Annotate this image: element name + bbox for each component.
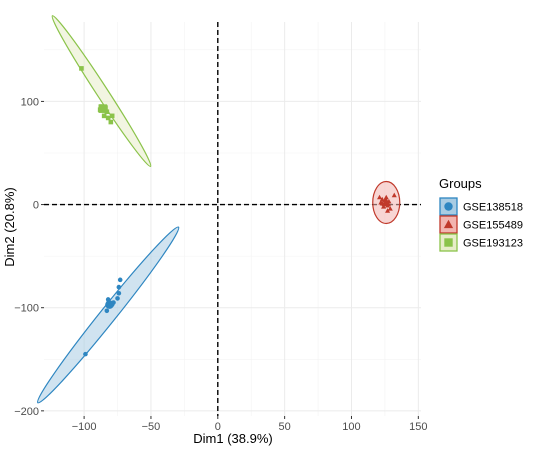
- plot-panel: −100 −50 0 50 100 150 −200 −100 0 100: [14, 15, 428, 433]
- x-tick-label: 0: [215, 421, 221, 433]
- legend-symbol-GSE155489: [443, 219, 454, 229]
- data-point-GSE138518: [83, 351, 88, 357]
- x-tick-label: 150: [409, 421, 427, 433]
- legend-item-GSE138518: GSE138518: [439, 197, 523, 216]
- data-point-GSE193123: [109, 113, 115, 119]
- data-point-GSE138518: [115, 296, 120, 301]
- legend-label-GSE155489: GSE155489: [463, 220, 523, 232]
- legend-label-GSE138518: GSE138518: [463, 202, 523, 214]
- legend-items: GSE138518 GSE155489 GSE193123: [439, 197, 523, 252]
- y-axis-title: Dim2 (20.8%): [2, 187, 17, 266]
- legend-label-GSE193123: GSE193123: [463, 238, 523, 250]
- y-tick-label: 0: [33, 200, 39, 212]
- centroid-GSE155489: [381, 197, 391, 207]
- data-point-GSE155489: [381, 204, 387, 209]
- confidence-ellipse-GSE138518: [36, 226, 180, 404]
- legend-title: Groups: [439, 176, 482, 191]
- data-point-GSE193123: [108, 119, 114, 125]
- y-tick-label: 100: [21, 96, 39, 108]
- centroid-GSE193123: [98, 104, 108, 113]
- y-tick-label: −200: [14, 406, 39, 418]
- y-tick-label: −100: [14, 303, 39, 315]
- data-point-GSE155489: [383, 194, 389, 200]
- legend-item-GSE155489: GSE155489: [439, 215, 523, 234]
- x-tick-label: −100: [72, 421, 97, 433]
- data-point-GSE138518: [104, 308, 110, 314]
- data-point-GSE138518: [116, 284, 122, 290]
- x-axis-title: Dim1 (38.9%): [193, 431, 272, 446]
- data-point-GSE155489: [379, 196, 385, 202]
- x-tick-label: 100: [342, 421, 360, 433]
- x-tick-label: 50: [279, 421, 291, 433]
- confidence-ellipse-GSE193123: [51, 15, 152, 168]
- data-point-GSE138518: [116, 290, 122, 296]
- data-point-GSE138518: [117, 277, 123, 283]
- data-point-GSE155489: [377, 194, 383, 200]
- centroid-GSE138518: [105, 300, 114, 309]
- data-point-GSE193123: [105, 115, 111, 121]
- data-point-GSE155489: [385, 208, 391, 213]
- legend: Groups GSE138518 GSE155489 GSE193123: [439, 176, 523, 252]
- data-point-GSE155489: [387, 206, 393, 211]
- data-point-GSE193123: [79, 66, 84, 71]
- data-point-GSE193123: [101, 113, 107, 119]
- legend-item-GSE193123: GSE193123: [439, 233, 523, 252]
- data-point-GSE155489: [391, 192, 397, 198]
- legend-symbol-GSE138518: [444, 202, 453, 211]
- legend-symbol-GSE193123: [444, 238, 453, 247]
- x-tick-label: −50: [142, 421, 161, 433]
